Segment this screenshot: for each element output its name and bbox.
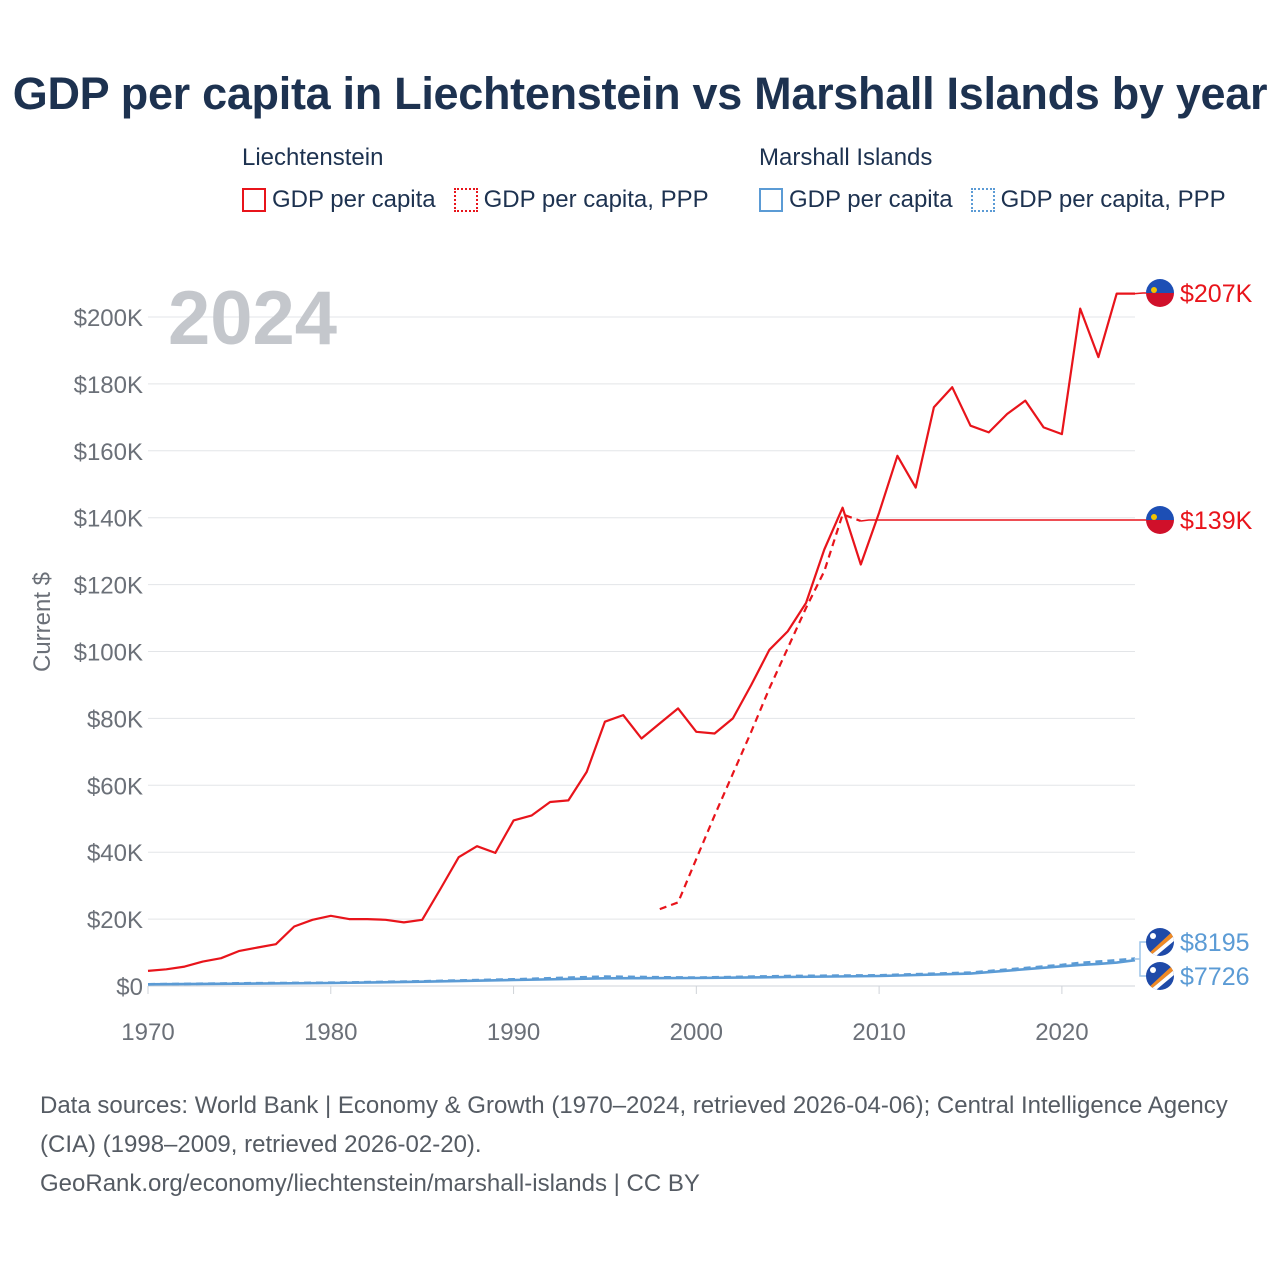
end-value-label: $139K xyxy=(1180,507,1253,535)
legend-group-marshall-islands: Marshall Islands GDP per capita GDP per … xyxy=(759,144,1226,214)
series-line-1 xyxy=(147,292,1135,972)
data-sources: Data sources: World Bank | Economy & Gro… xyxy=(40,1092,1228,1158)
end-value-label: $207K xyxy=(1180,280,1253,308)
end-labels: $207K $139K $7726 $8195 xyxy=(860,279,1253,991)
y-tick-label: $120K xyxy=(74,573,143,600)
label-bracket xyxy=(1134,941,1146,977)
grid-lines xyxy=(148,316,1135,987)
label-connector xyxy=(860,519,1146,522)
legend-swatch-dotted xyxy=(453,188,478,212)
legend-item-liechtenstein-gdp[interactable]: GDP per capita xyxy=(242,186,436,214)
y-tick-label: $140K xyxy=(74,506,143,533)
legend-group-name: Liechtenstein xyxy=(242,144,384,171)
y-axis: $0 $20K $40K $60K $80K $100K $120K $140K $160K $1… xyxy=(74,305,143,1001)
legend-group-name: Marshall Islands xyxy=(759,144,933,171)
legend-swatch-solid xyxy=(242,188,266,212)
legend-item-marshall-gdp[interactable]: GDP per capita xyxy=(759,186,953,214)
y-tick-label: $40K xyxy=(87,840,143,867)
end-value-label: $8195 xyxy=(1180,929,1250,957)
legend-label: GDP per capita, PPP xyxy=(483,186,709,213)
legend-label: GDP per capita xyxy=(789,186,953,213)
label-connector xyxy=(1134,292,1146,295)
marshall-islands-flag-icon xyxy=(1146,962,1174,990)
legend-label: GDP per capita xyxy=(272,186,436,213)
source-link[interactable]: GeoRank.org/economy/liechtenstein/marsha… xyxy=(40,1170,700,1197)
x-axis: 1970 1980 1990 2000 2010 2020 xyxy=(121,986,1089,1046)
series-line-3 xyxy=(147,958,1136,986)
y-tick-label: $80K xyxy=(87,706,143,733)
end-value-label: $7726 xyxy=(1180,963,1250,991)
legend-group-liechtenstein: Liechtenstein GDP per capita GDP per cap… xyxy=(242,144,709,214)
x-tick-label: 1980 xyxy=(304,1019,357,1046)
liechtenstein-flag-icon xyxy=(1146,279,1174,307)
legend-item-marshall-ppp[interactable]: GDP per capita, PPP xyxy=(970,186,1226,214)
y-tick-label: $200K xyxy=(74,305,143,332)
x-tick-label: 2000 xyxy=(670,1019,723,1046)
x-tick-label: 1970 xyxy=(121,1019,174,1046)
y-tick-label: $100K xyxy=(74,640,143,667)
series-line-4 xyxy=(147,957,1136,986)
y-tick-label: $180K xyxy=(74,372,143,399)
year-watermark: 2024 xyxy=(168,276,337,361)
x-tick-label: 2010 xyxy=(852,1019,905,1046)
marshall-islands-flag-icon xyxy=(1146,928,1174,956)
y-tick-label: $60K xyxy=(87,773,143,800)
line-chart: $0 $20K $40K $60K $80K $100K $120K $140K $160K $1… xyxy=(29,276,1253,1046)
y-tick-label: $20K xyxy=(87,907,143,934)
series-line-2 xyxy=(659,513,862,911)
x-tick-label: 1990 xyxy=(487,1019,540,1046)
legend-item-liechtenstein-ppp[interactable]: GDP per capita, PPP xyxy=(453,186,709,214)
y-tick-label: $160K xyxy=(74,439,143,466)
legend-swatch-solid xyxy=(759,188,783,212)
legend-label: GDP per capita, PPP xyxy=(1000,186,1226,213)
x-tick-label: 2020 xyxy=(1035,1019,1088,1046)
y-axis-title: Current $ xyxy=(29,572,56,672)
y-tick-label: $0 xyxy=(116,974,143,1001)
legend-swatch-dotted xyxy=(970,188,995,212)
series-lines xyxy=(147,292,1136,986)
chart-title: GDP per capita in Liechtenstein vs Marsh… xyxy=(12,68,1268,119)
footer: Data sources: World Bank | Economy & Gro… xyxy=(40,1086,1250,1203)
liechtenstein-flag-icon xyxy=(1146,506,1174,534)
